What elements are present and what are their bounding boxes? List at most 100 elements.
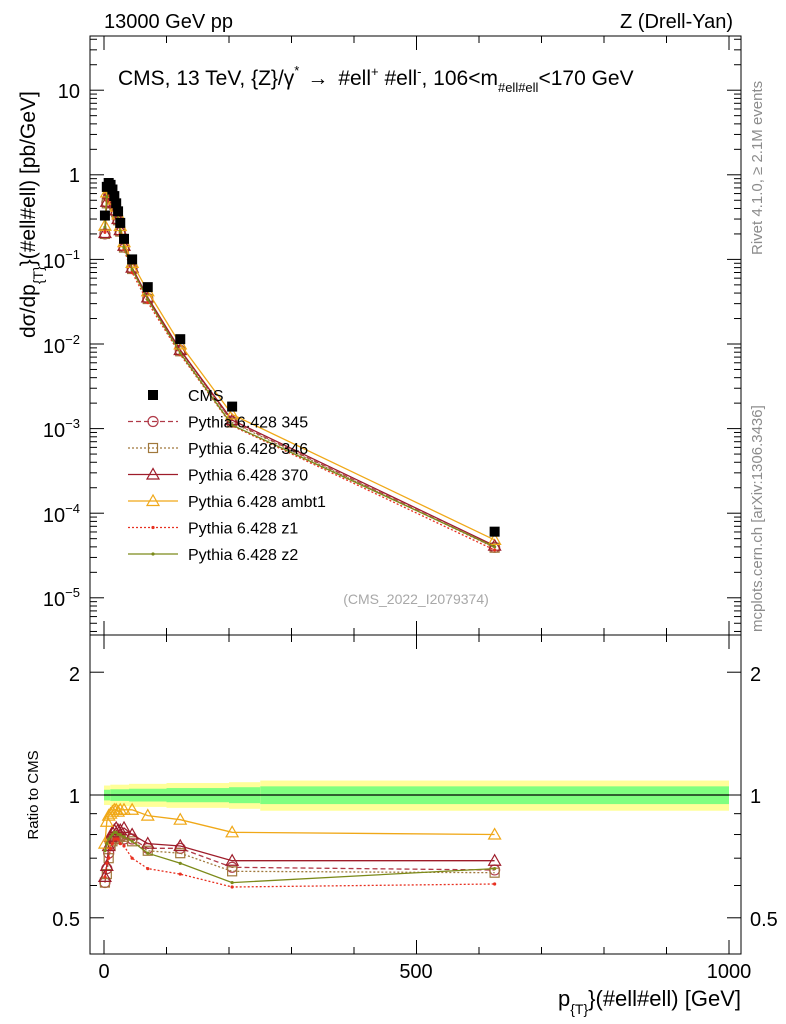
main-data: [99, 177, 500, 537]
main-point-ambt1: [487, 532, 502, 546]
ratio-line-z2: [104, 831, 495, 884]
ratio-p370: [97, 820, 502, 882]
ratio-point-p370: [140, 836, 155, 849]
legend-marker-p346: [147, 442, 159, 454]
ratio-point-p370: [116, 820, 132, 834]
ratio-point-z1: [105, 861, 109, 865]
ratio-point-z1: [116, 837, 120, 841]
ratio-uncertainty-band: [104, 780, 729, 811]
ratio-z2: [103, 830, 497, 885]
ratio-point-ambt1: [487, 827, 502, 840]
legend-marker-z1: [151, 525, 155, 530]
main-ambt1: [97, 179, 502, 546]
main-point-data: [109, 191, 120, 202]
main-point-data: [142, 282, 153, 293]
ratio-point-ambt1: [111, 804, 126, 817]
legend: CMS Pythia 6.428 345 Pythia 6.428 346 Pythi…: [128, 388, 326, 564]
plot-title: CMS, 13 TeV, {Z}/γ* → #ell+ #ell-, 106<m#e…: [118, 63, 634, 95]
main-y-tick-labels: 10 1 10−1 10−2 10−3 10−4 10−5: [43, 81, 80, 611]
rivet-version-label: Rivet 4.1.0, ≥ 2.1M events: [749, 81, 766, 255]
ratio-point-ambt1: [116, 802, 132, 815]
main-point-p370: [97, 225, 112, 239]
legend-marker-p345: [147, 415, 159, 428]
ratio-ytick-left-05: 0.5: [52, 909, 80, 931]
ratio-point-z1: [103, 875, 107, 879]
main-point-data: [115, 217, 126, 228]
main-point-data: [119, 233, 129, 244]
ratio-ambt1: [97, 802, 502, 849]
ratio-series: [97, 802, 502, 889]
ytick-label-10: 10: [58, 81, 80, 103]
ratio-point-z2: [105, 842, 109, 846]
ratio-point-p370: [99, 858, 114, 872]
ratio-point-z1: [107, 856, 111, 860]
legend-label-data: CMS: [188, 388, 224, 405]
ratio-point-z2: [103, 849, 107, 853]
legend-label-z1: Pythia 6.428 z1: [188, 521, 298, 538]
ratio-ytick-right-05: 0.5: [750, 909, 778, 931]
ratio-point-z1: [122, 844, 126, 848]
ratio-point-z1: [493, 882, 497, 886]
main-series: [97, 177, 502, 553]
ratio-panel: 2 1 0.5 2 1 0.5 Ratio to CMS 0 500 1000 …: [25, 634, 778, 1017]
main-line-ambt1: [104, 185, 495, 541]
legend-label-p370: Pythia 6.428 370: [188, 468, 308, 485]
main-point-data: [111, 198, 122, 209]
main-point-data: [99, 210, 110, 221]
main-point-z2: [103, 225, 107, 229]
main-line-p370: [104, 192, 495, 547]
ratio-point-z1: [130, 856, 134, 860]
ratio-line-z1: [104, 838, 495, 888]
ratio-point-z2: [108, 835, 113, 839]
ytick-label-1e-3: 10−3: [43, 416, 80, 442]
ratio-line-p346: [104, 836, 495, 883]
ytick-label-1e-5: 10−5: [43, 585, 80, 611]
ytick-label-1e-1: 10−1: [43, 247, 80, 273]
ratio-line-ambt1: [104, 809, 495, 844]
ratio-point-z1: [110, 842, 115, 846]
ratio-point-z2: [118, 832, 122, 837]
ratio-point-z1: [108, 846, 113, 850]
ratio-point-ambt1: [99, 814, 114, 827]
xtick-label-1000: 1000: [707, 961, 752, 983]
mcplots-label: mcplots.cern.ch [arXiv:1306.3436]: [749, 405, 766, 632]
legend-label-p346: Pythia 6.428 346: [188, 441, 308, 458]
main-point-z2: [178, 351, 182, 355]
main-x-ticks: [103, 36, 730, 635]
main-y-axis-label: dσ/dp{T}}(#ell#ell) [pb/GeV]: [17, 91, 46, 338]
legend-label-p345: Pythia 6.428 345: [188, 415, 308, 432]
main-point-z2: [493, 545, 497, 549]
ratio-ytick-right-2: 2: [750, 664, 761, 686]
ratio-point-ambt1: [225, 825, 240, 838]
ratio-x-ticks: [103, 635, 730, 954]
ratio-y-axis-label: Ratio to CMS: [25, 750, 42, 839]
ratio-ytick-left-2: 2: [69, 664, 80, 686]
xtick-label-0: 0: [98, 961, 109, 983]
main-point-ambt1: [225, 407, 240, 420]
ratio-point-z2: [130, 839, 134, 843]
legend-label-z2: Pythia 6.428 z2: [188, 547, 298, 564]
ratio-point-z2: [122, 835, 126, 839]
analysis-watermark: (CMS_2022_I2079374): [343, 591, 489, 607]
main-point-data: [175, 334, 186, 345]
ratio-line-p370: [104, 827, 495, 878]
main-point-z1: [493, 548, 497, 552]
ratio-point-ambt1: [140, 808, 155, 821]
ratio-point-p370: [125, 827, 140, 840]
header-process: Z (Drell-Yan): [620, 11, 733, 33]
ratio-y-ticks: [90, 671, 741, 919]
ytick-label-1: 1: [69, 165, 80, 187]
main-point-data: [489, 526, 500, 537]
xtick-label-500: 500: [399, 961, 432, 983]
main-panel: CMS, 13 TeV, {Z}/γ* → #ell+ #ell-, 106<m#e…: [17, 35, 742, 636]
ratio-point-p370: [173, 838, 188, 852]
legend-marker-p370: [145, 467, 161, 480]
ratio-point-z2: [114, 830, 118, 834]
main-point-data: [107, 184, 118, 195]
ratio-ytick-left-1: 1: [69, 786, 80, 808]
ratio-z1: [103, 837, 497, 889]
ratio-point-z2: [107, 837, 111, 841]
main-point-z1: [103, 230, 107, 234]
ratio-point-z2: [146, 851, 150, 855]
